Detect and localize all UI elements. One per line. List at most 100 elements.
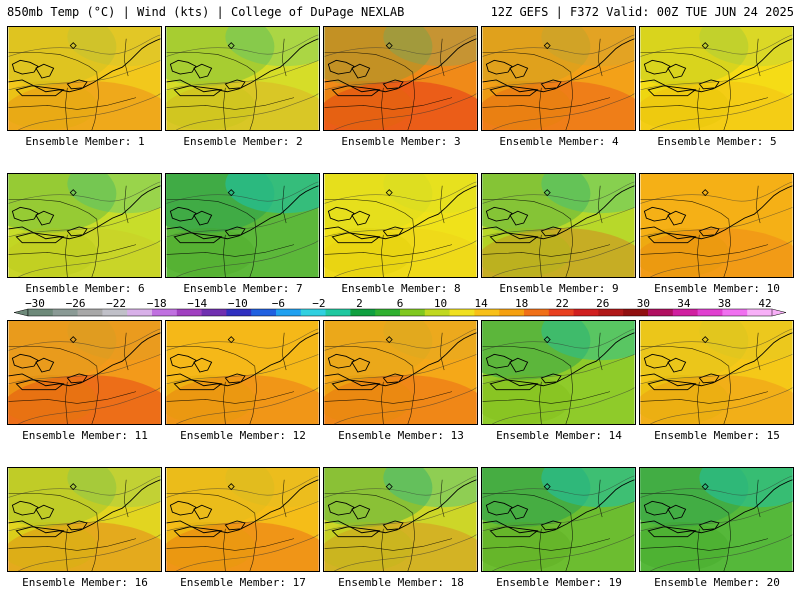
colorbar-swatch <box>474 309 500 316</box>
ensemble-member-map <box>165 467 320 572</box>
colorbar-swatch <box>251 309 277 316</box>
ensemble-member-label: Ensemble Member: 12 <box>180 429 306 442</box>
colorbar-swatch <box>127 309 153 316</box>
colorbar-tick-label: −18 <box>147 297 167 310</box>
colorbar-tick-label: −26 <box>66 297 86 310</box>
ensemble-member-label: Ensemble Member: 13 <box>338 429 464 442</box>
ensemble-member-map <box>323 320 478 425</box>
temperature-field <box>324 27 477 130</box>
temperature-field <box>482 174 635 277</box>
ensemble-member-label: Ensemble Member: 6 <box>25 282 145 295</box>
ensemble-member-map <box>639 26 794 131</box>
ensemble-member-label: Ensemble Member: 10 <box>654 282 780 295</box>
colorbar-tick-label: 30 <box>637 297 650 310</box>
colorbar-swatch <box>152 309 178 316</box>
ensemble-member-map <box>481 26 636 131</box>
colorbar-swatch <box>350 309 376 316</box>
temperature-field <box>8 468 161 571</box>
ensemble-member-label: Ensemble Member: 17 <box>180 576 306 589</box>
colorbar-swatch <box>672 309 699 316</box>
colorbar-tick-label: 34 <box>677 297 691 310</box>
colorbar-tick-label: 10 <box>434 297 447 310</box>
ensemble-member-map <box>165 320 320 425</box>
colorbar-swatch <box>300 309 327 316</box>
ensemble-member-label: Ensemble Member: 2 <box>183 135 303 148</box>
colorbar-tick-label: 38 <box>718 297 731 310</box>
temperature-field <box>640 321 793 424</box>
ensemble-member-map <box>481 467 636 572</box>
ensemble-member-map <box>165 173 320 278</box>
ensemble-member-map <box>323 467 478 572</box>
temperature-colorbar: −30 −26 −22 −18 −14 −10 −6 −2 2 6 10 14 18 22 26 30 34 38… <box>13 297 787 317</box>
colorbar-swatch <box>499 309 525 316</box>
colorbar-swatch <box>102 309 128 316</box>
temperature-field <box>166 174 319 277</box>
ensemble-member-label: Ensemble Member: 14 <box>496 429 622 442</box>
colorbar-swatch <box>77 309 103 316</box>
ensemble-member-map <box>165 26 320 131</box>
map-title: 850mb Temp (°C) | Wind (kts) | College o… <box>7 5 405 19</box>
colorbar-tick-label: −6 <box>272 297 285 310</box>
model-valid-time: 12Z GEFS | F372 Valid: 00Z TUE JUN 24 20… <box>490 5 794 19</box>
colorbar-tick-label: 6 <box>397 297 404 310</box>
temperature-field <box>324 321 477 424</box>
colorbar-tick-label: 22 <box>556 297 569 310</box>
ensemble-member-label: Ensemble Member: 16 <box>22 576 148 589</box>
temperature-field <box>166 468 319 571</box>
ensemble-member-map <box>481 320 636 425</box>
temperature-field <box>324 468 477 571</box>
ensemble-member-label: Ensemble Member: 3 <box>341 135 461 148</box>
ensemble-member-map <box>7 320 162 425</box>
ensemble-member-label: Ensemble Member: 4 <box>499 135 619 148</box>
ensemble-member-label: Ensemble Member: 15 <box>654 429 780 442</box>
ensemble-member-map <box>639 173 794 278</box>
temperature-field <box>8 321 161 424</box>
temperature-field <box>482 468 635 571</box>
ensemble-member-label: Ensemble Member: 11 <box>22 429 148 442</box>
colorbar-tick-label: −22 <box>106 297 126 310</box>
ensemble-member-label: Ensemble Member: 18 <box>338 576 464 589</box>
ensemble-member-map <box>639 320 794 425</box>
colorbar-swatch <box>722 309 748 316</box>
temperature-field <box>482 27 635 130</box>
colorbar-tick-label: 42 <box>758 297 771 310</box>
ensemble-member-map <box>481 173 636 278</box>
colorbar-swatch <box>226 309 252 316</box>
colorbar-swatch <box>573 309 599 316</box>
colorbar-swatch <box>28 309 54 316</box>
ensemble-member-map <box>7 173 162 278</box>
temperature-field <box>482 321 635 424</box>
colorbar-swatch <box>276 309 302 316</box>
ensemble-member-label: Ensemble Member: 8 <box>341 282 461 295</box>
colorbar-tick-label: 14 <box>474 297 488 310</box>
colorbar-tick-label: 2 <box>356 297 363 310</box>
temperature-field <box>8 27 161 130</box>
ensemble-member-map <box>323 173 478 278</box>
temperature-field <box>166 321 319 424</box>
colorbar-swatch <box>524 309 550 316</box>
ensemble-member-label: Ensemble Member: 20 <box>654 576 780 589</box>
ensemble-member-label: Ensemble Member: 1 <box>25 135 145 148</box>
colorbar-swatch <box>201 309 227 316</box>
colorbar-swatch <box>400 309 426 316</box>
temperature-field <box>640 468 793 571</box>
ensemble-member-label: Ensemble Member: 7 <box>183 282 303 295</box>
temperature-field <box>324 174 477 277</box>
ensemble-member-map <box>639 467 794 572</box>
colorbar-swatch <box>375 309 401 316</box>
temperature-field <box>640 27 793 130</box>
colorbar-swatch <box>598 309 624 316</box>
colorbar-swatch <box>424 309 451 316</box>
colorbar-tick-label: −14 <box>187 297 207 310</box>
ensemble-member-label: Ensemble Member: 9 <box>499 282 619 295</box>
temperature-field <box>8 174 161 277</box>
ensemble-member-map <box>7 467 162 572</box>
ensemble-member-label: Ensemble Member: 5 <box>657 135 777 148</box>
colorbar-tick-label: 18 <box>515 297 528 310</box>
colorbar-swatch <box>548 309 575 316</box>
colorbar-swatch <box>697 309 723 316</box>
colorbar-swatch <box>623 309 649 316</box>
colorbar-swatch <box>747 309 773 316</box>
temperature-field <box>166 27 319 130</box>
colorbar-swatch <box>52 309 79 316</box>
